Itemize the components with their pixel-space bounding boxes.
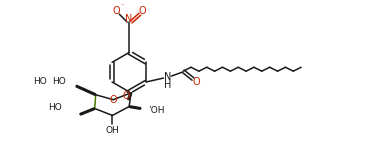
Text: OH: OH bbox=[106, 126, 119, 135]
Text: ’OH: ’OH bbox=[148, 106, 164, 115]
Text: O: O bbox=[110, 95, 117, 105]
Text: HO: HO bbox=[48, 103, 62, 112]
Text: HO: HO bbox=[33, 77, 46, 87]
Text: O: O bbox=[122, 91, 130, 101]
Text: H: H bbox=[164, 80, 171, 90]
Text: O: O bbox=[192, 77, 200, 87]
Text: N: N bbox=[125, 14, 133, 24]
Text: ⁻: ⁻ bbox=[120, 3, 124, 9]
Text: HO: HO bbox=[53, 77, 66, 87]
Text: O: O bbox=[138, 6, 146, 16]
Text: N: N bbox=[164, 72, 171, 82]
Text: O: O bbox=[113, 6, 120, 16]
